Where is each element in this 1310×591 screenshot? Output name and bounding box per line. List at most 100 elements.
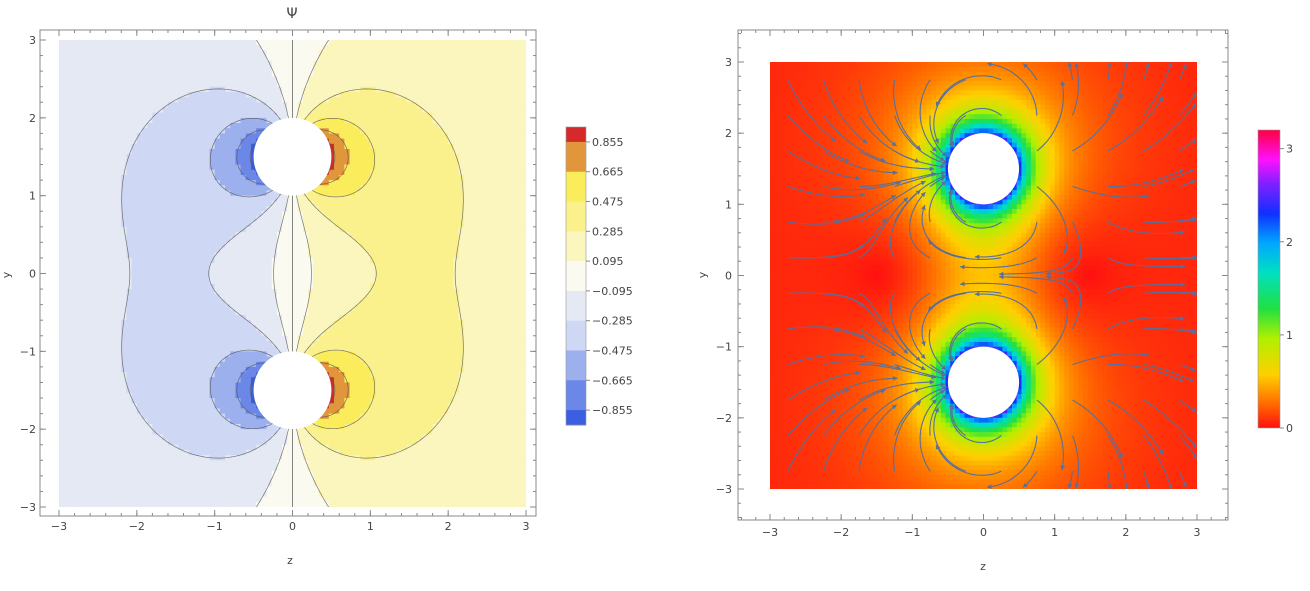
contour-cell	[261, 76, 268, 83]
contour-cell	[90, 247, 96, 254]
contour-cell	[126, 434, 133, 441]
contour-cell	[147, 372, 153, 378]
contour-cell	[230, 486, 237, 493]
contour-cell	[204, 123, 211, 129]
contour-cell	[225, 247, 231, 254]
contour-cell	[126, 148, 133, 155]
contour-cell	[79, 429, 86, 435]
contour-cell	[209, 252, 216, 259]
contour-cell	[282, 221, 288, 228]
contour-cell	[69, 117, 76, 124]
contour-cell	[209, 340, 216, 347]
contour-cell	[199, 346, 205, 352]
contour-cell	[116, 444, 122, 451]
contour-cell	[287, 460, 294, 467]
contour-cell	[95, 372, 102, 378]
contour-cell	[69, 159, 76, 166]
contour-cell	[64, 423, 70, 430]
contour-cell	[74, 423, 81, 430]
contour-cell	[126, 361, 133, 368]
contour-cell	[318, 60, 325, 67]
contour-cell	[302, 481, 309, 487]
contour-cell	[84, 159, 91, 166]
contour-cell	[266, 242, 273, 249]
contour-cell	[126, 195, 133, 202]
contour-cell	[334, 423, 340, 430]
contour-cell	[214, 45, 221, 51]
contour-cell	[250, 185, 257, 192]
contour-cell	[147, 107, 153, 114]
contour-cell	[256, 180, 262, 186]
contour-cell	[199, 294, 205, 301]
contour-cell	[235, 216, 242, 223]
contour-cell	[219, 392, 226, 399]
contour-cell	[131, 444, 138, 451]
contour-cell	[225, 356, 231, 363]
contour-cell	[188, 200, 195, 207]
contour-cell	[162, 200, 169, 207]
contour-cell	[199, 190, 205, 197]
contour-cell	[230, 278, 237, 285]
contour-cell	[84, 252, 91, 259]
contour-cell	[147, 45, 153, 51]
contour-cell	[69, 283, 76, 290]
contour-cell	[245, 206, 252, 212]
contour-cell	[297, 491, 304, 498]
contour-cell	[147, 455, 153, 461]
contour-cell	[126, 501, 133, 507]
contour-cell	[266, 294, 273, 301]
contour-cell	[183, 481, 190, 487]
contour-cell	[328, 486, 335, 493]
contour-cell	[136, 268, 143, 275]
contour-cell	[308, 247, 314, 254]
contour-cell	[136, 97, 143, 103]
contour-cell	[204, 128, 211, 134]
contour-cell	[79, 486, 86, 493]
contour-cell	[209, 273, 216, 280]
contour-cell	[204, 252, 211, 259]
contour-cell	[209, 449, 216, 456]
contour-cell	[79, 263, 86, 269]
contour-cell	[240, 335, 247, 342]
contour-cell	[126, 320, 133, 326]
contour-cell	[235, 387, 242, 394]
contour-cell	[183, 429, 190, 435]
contour-cell	[126, 159, 133, 166]
contour-cell	[173, 304, 179, 311]
contour-cell	[313, 439, 320, 446]
contour-cell	[287, 91, 294, 98]
contour-cell	[79, 180, 86, 186]
contour-cell	[256, 206, 262, 212]
contour-cell	[136, 278, 143, 285]
contour-cell	[147, 143, 153, 150]
contour-cell	[225, 455, 231, 461]
contour-cell	[173, 71, 179, 77]
contour-cell	[157, 481, 164, 487]
contour-cell	[256, 237, 262, 243]
contour-cell	[131, 81, 138, 88]
contour-cell	[339, 231, 345, 238]
contour-cell	[240, 382, 247, 389]
contour-cell	[64, 299, 70, 306]
contour-cell	[69, 501, 76, 507]
contour-cell	[308, 273, 314, 280]
contour-cell	[287, 252, 294, 259]
contour-cell	[334, 434, 340, 441]
contour-cell	[204, 340, 211, 347]
contour-cell	[339, 366, 345, 373]
contour-cell	[287, 81, 294, 88]
contour-cell	[282, 501, 288, 507]
contour-cell	[142, 185, 148, 192]
contour-cell	[328, 55, 335, 62]
contour-cell	[178, 226, 185, 233]
contour-cell	[250, 174, 257, 181]
contour-cell	[323, 434, 330, 441]
contour-cell	[69, 263, 76, 269]
contour-cell	[74, 392, 81, 399]
contour-cell	[183, 278, 190, 285]
contour-cell	[219, 340, 226, 347]
contour-cell	[214, 398, 221, 404]
contour-cell	[69, 320, 76, 326]
contour-cell	[219, 164, 226, 171]
contour-cell	[100, 449, 107, 456]
